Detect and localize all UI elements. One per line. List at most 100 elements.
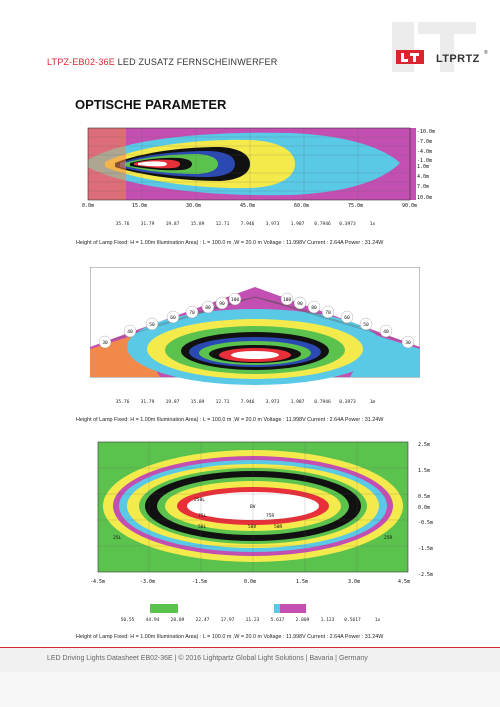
arc-label: 40 [127,329,133,335]
logo-registered-mark: ® [484,50,488,56]
legend-value: 1.123 [320,618,335,623]
point-label: 250L [194,497,205,503]
fig1-xtick: 15.0m [132,203,147,209]
product-title: LED ZUSATZ FERNSCHEINWERFER [117,57,278,67]
footer-band [0,647,500,673]
point-label: 25L [113,535,122,541]
fig3-ytick: 0.0m [418,505,430,511]
arc-label: 80 [205,305,211,311]
arc-label: 70 [325,310,331,316]
fig1-xtick: 30.0m [186,203,201,209]
product-code: LTPZ-EB02-36E [47,57,115,67]
fig1-ytick: 10.0m [417,195,432,201]
brand-name: LTPRTZ [436,53,480,65]
legend-value: 1.987 [290,400,305,405]
fig1-ytick: 1.0m [417,164,429,170]
wall-projection-isolux-plot: 250L 75L 50L BV 75R 50R 50V 25L 25R 2.5m… [90,441,433,585]
fig3-xtick: 4.5m [398,579,410,585]
fig1-xtick: 0.0m [82,203,94,209]
legend-value: 11.23 [245,618,260,623]
fig3-xtick: -3.0m [140,579,155,585]
fig1-ytick: -1.0m [417,158,432,164]
legend-value: 15.89 [190,400,205,405]
legend-value: 31.79 [140,222,155,227]
arc-label: 80 [311,305,317,311]
fig3-xtick: -4.5m [90,579,105,585]
legend-value: 3.973 [265,222,280,227]
fig3-xtick: 1.5m [296,579,308,585]
arc-label: 30 [405,340,411,346]
legend-value: 12.71 [215,222,230,227]
fig3-ytick: -1.5m [418,546,433,552]
fig3-caption: Height of Lamp Fixed: H = 1.00m Illumina… [76,634,384,640]
arc-label: 60 [344,315,350,321]
fig1-xtick: 90.0m [402,203,417,209]
point-label: 75L [198,513,207,519]
legend-value: 19.87 [165,400,180,405]
arc-label: 90 [219,301,225,307]
point-label: 25R [384,535,393,541]
fig1-ytick: -10.0m [417,129,435,135]
legend-value: 50.55 [120,618,135,623]
fig1-caption: Height of Lamp Fixed: H = 1.00m Illumina… [76,240,384,246]
legend-value: 12.71 [215,400,230,405]
legend-value: 44.94 [145,618,160,623]
brand-logo [392,22,476,72]
legend-value: 35.76 [115,222,130,227]
arc-label: 90 [297,301,303,307]
arc-label: 40 [383,329,389,335]
fig3-color-swatches [150,604,306,613]
fig1-xtick: 60.0m [294,203,309,209]
legend-value: 19.87 [165,222,180,227]
arc-label: 50 [363,322,369,328]
fig1-legend: 35.76 31.79 19.87 15.89 12.71 7.946 3.973 1.987… [110,222,385,227]
legend-value: 0.5617 [344,618,361,623]
legend-value: 7.946 [240,400,255,405]
legend-value: 1.987 [290,222,305,227]
legend-value: 31.79 [140,400,155,405]
legend-value: 17.97 [220,618,235,623]
legend-value: 1x [374,618,381,623]
arc-label: 60 [170,315,176,321]
legend-value: 0.7946 [314,400,331,405]
arc-label: 30 [102,340,108,346]
fig3-ytick: 1.5m [418,468,430,474]
arc-label: 100 [231,297,240,303]
fig3-xtick: -1.5m [192,579,207,585]
point-label: 50R [274,524,283,530]
road-view-isolux-plot: 30 40 50 60 70 80 90 100 100 90 80 70 60… [90,267,420,385]
fig2-caption: Height of Lamp Fixed: H = 1.00m Illumina… [76,417,384,423]
page-bottom-band [0,672,500,707]
fig3-ytick: 0.5m [418,494,430,500]
fig1-ytick: -4.0m [417,149,432,155]
legend-value: 0.3973 [339,222,356,227]
legend-value: 5.617 [270,618,285,623]
legend-value: 35.76 [115,400,130,405]
document-header: LTPZ-EB02-36E LED ZUSATZ FERNSCHEINWERFE… [47,57,277,67]
section-title: OPTISCHE PARAMETER [75,97,227,112]
point-label: 50V [248,524,257,530]
fig1-xtick: 45.0m [240,203,255,209]
fig3-xtick: 3.0m [348,579,360,585]
point-label: 50L [198,524,207,530]
fig1-xtick: 75.0m [348,203,363,209]
legend-value: 0.7946 [314,222,331,227]
legend-value: 0.3973 [339,400,356,405]
arc-label: 50 [149,322,155,328]
legend-value: 7.946 [240,222,255,227]
fig1-ytick: -7.0m [417,139,432,145]
point-label: BV [250,504,256,510]
arc-label: 100 [283,297,292,303]
fig3-xtick: 0.0m [244,579,256,585]
fig3-ytick: -0.5m [418,520,433,526]
legend-value: 22.47 [195,618,210,623]
fig2-legend: 35.76 31.79 19.87 15.89 12.71 7.946 3.973 1.987… [110,400,385,405]
legend-value: 3.973 [265,400,280,405]
fig3-ytick: -2.5m [418,572,433,578]
footer-text: LED Driving Lights Datasheet EB02-36E | … [47,655,368,662]
legend-value: 28.09 [170,618,185,623]
fig1-ytick: 7.0m [417,184,429,190]
legend-value: 15.89 [190,222,205,227]
legend-value: 1m [369,400,376,405]
fig1-ytick: 4.0m [417,174,429,180]
